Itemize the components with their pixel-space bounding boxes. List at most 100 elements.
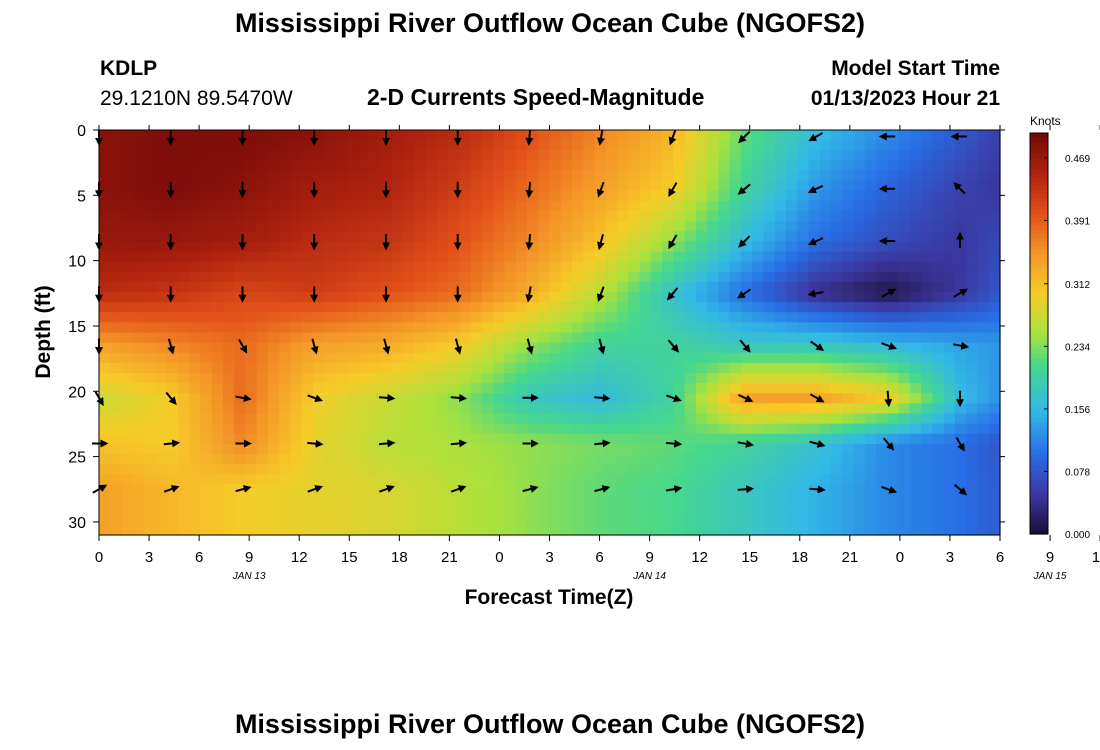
colorbar-swatch [1030, 441, 1048, 447]
heatmap-cell [391, 281, 404, 293]
heatmap-cell [921, 413, 934, 425]
heatmap-cell [707, 140, 720, 151]
heatmap-cell [662, 150, 674, 161]
heatmap-cell [887, 190, 900, 202]
heatmap-cell [177, 443, 190, 455]
current-vector-arrow [522, 485, 539, 493]
heatmap-cell [786, 342, 798, 354]
heatmap-cell [887, 160, 900, 172]
heatmap-cell [312, 464, 325, 475]
heatmap-cell [549, 383, 562, 394]
heatmap-cell [572, 180, 584, 192]
heatmap-cell [267, 312, 280, 323]
heatmap-cell [155, 190, 168, 202]
heatmap-cell [222, 373, 235, 384]
heatmap-cell [921, 433, 934, 445]
heatmap-cell [279, 261, 292, 273]
heatmap-cell [526, 514, 539, 526]
heatmap-cell [864, 200, 877, 212]
heatmap-cell [470, 443, 483, 455]
heatmap-cell [177, 373, 190, 384]
heatmap-cell [819, 362, 832, 374]
heatmap-cell [707, 292, 720, 303]
heatmap-cell [932, 312, 945, 323]
colorbar-swatch [1030, 309, 1048, 315]
heatmap-cell [459, 423, 472, 435]
heatmap-cell [256, 443, 269, 455]
heatmap-cell [538, 261, 551, 273]
heatmap-cell [121, 342, 134, 354]
heatmap-cell [943, 130, 956, 141]
heatmap-cell [425, 332, 438, 344]
heatmap-cell [177, 433, 190, 445]
heatmap-cell [808, 221, 821, 232]
heatmap-cell [583, 241, 596, 253]
heatmap-cell [988, 312, 1001, 323]
heatmap-cell [763, 454, 776, 465]
heatmap-cell [459, 352, 472, 364]
heatmap-cell [594, 514, 607, 526]
heatmap-cell [774, 524, 787, 536]
heatmap-cell [234, 413, 247, 425]
heatmap-cell [403, 403, 415, 415]
heatmap-cell [707, 231, 720, 242]
heatmap-cell [312, 231, 325, 242]
heatmap-cell [369, 221, 382, 232]
heatmap-cell [831, 261, 843, 273]
heatmap-cell [650, 362, 663, 374]
heatmap-cell [200, 322, 213, 334]
heatmap-cell [819, 514, 832, 526]
heatmap-cell [650, 170, 663, 182]
heatmap-cell [504, 362, 517, 374]
heatmap-cell [988, 484, 1001, 496]
heatmap-cell [898, 251, 911, 263]
heatmap-cell [572, 494, 584, 506]
heatmap-cell [425, 251, 438, 263]
x-tick-label: 9 [645, 549, 653, 566]
heatmap-cell [346, 454, 359, 465]
heatmap-cell [245, 373, 258, 384]
heatmap-cell [312, 261, 325, 273]
heatmap-cell [414, 160, 427, 172]
heatmap-cell [324, 362, 337, 374]
heatmap-cell [831, 251, 843, 263]
heatmap-cell [155, 383, 168, 394]
heatmap-cell [673, 373, 686, 384]
heatmap-cell [943, 433, 956, 445]
heatmap-cell [740, 150, 753, 161]
heatmap-cell [966, 474, 979, 485]
heatmap-cell [853, 524, 866, 536]
heatmap-cell [358, 292, 370, 303]
heatmap-cell [200, 464, 213, 475]
heatmap-cell [391, 352, 404, 364]
heatmap-cell [572, 352, 584, 364]
heatmap-cell [166, 302, 179, 313]
heatmap-cell [526, 433, 539, 445]
heatmap-cell [605, 403, 618, 415]
heatmap-cell [932, 241, 945, 253]
heatmap-cell [864, 160, 877, 172]
heatmap-cell [932, 302, 945, 313]
heatmap-cell [662, 211, 674, 222]
heatmap-cell [954, 504, 967, 516]
heatmap-cell [763, 231, 776, 242]
heatmap-cell [144, 180, 156, 192]
heatmap-cell [898, 514, 911, 526]
heatmap-cell [943, 504, 956, 516]
heatmap-cell [786, 312, 798, 323]
heatmap-cell [245, 190, 258, 202]
heatmap-cell [526, 281, 539, 293]
heatmap-cell [504, 221, 517, 232]
heatmap-cell [864, 464, 877, 475]
heatmap-cell [110, 494, 123, 506]
heatmap-cell [954, 271, 967, 283]
heatmap-cell [267, 211, 280, 222]
heatmap-cell [977, 332, 990, 344]
heatmap-cell [346, 393, 359, 404]
heatmap-cell [605, 150, 618, 161]
heatmap-cell [650, 251, 663, 263]
heatmap-cell [684, 130, 697, 141]
heatmap-cell [493, 312, 506, 323]
heatmap-cell [312, 352, 325, 364]
heatmap-cell [200, 251, 213, 263]
